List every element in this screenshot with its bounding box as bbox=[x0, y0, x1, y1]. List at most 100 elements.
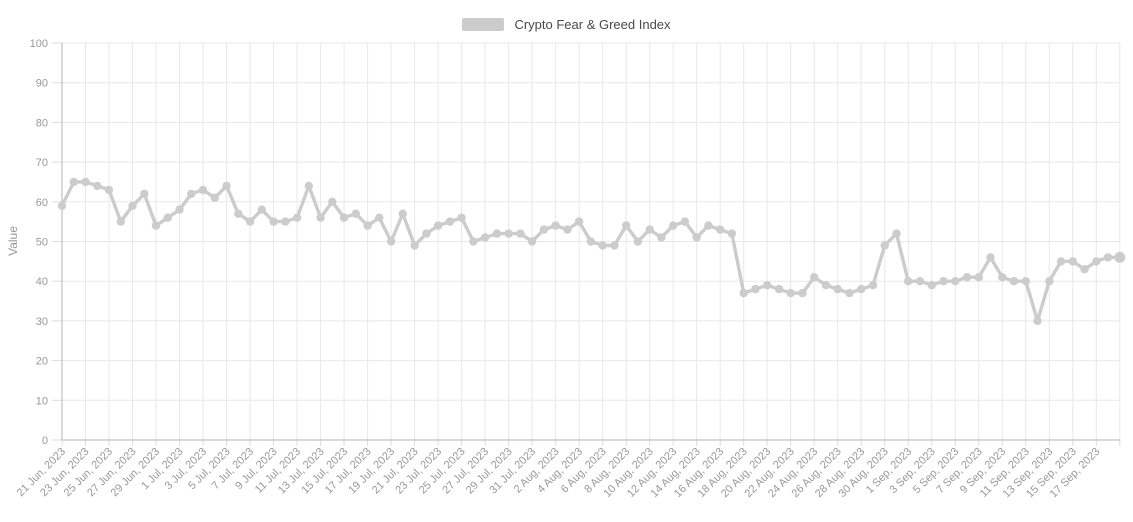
data-point[interactable] bbox=[1021, 277, 1030, 286]
data-point[interactable] bbox=[304, 181, 313, 191]
data-point[interactable] bbox=[351, 209, 360, 218]
data-point[interactable] bbox=[57, 201, 67, 210]
data-point[interactable] bbox=[645, 225, 654, 234]
data-point[interactable] bbox=[751, 284, 760, 294]
y-tick-label: 30 bbox=[36, 316, 48, 328]
data-point[interactable] bbox=[1056, 257, 1066, 266]
data-point[interactable] bbox=[140, 189, 149, 199]
data-point[interactable] bbox=[1103, 253, 1113, 262]
data-point[interactable] bbox=[104, 185, 114, 195]
data-point[interactable] bbox=[234, 209, 243, 218]
data-point[interactable] bbox=[551, 221, 560, 230]
data-point[interactable] bbox=[1045, 277, 1054, 286]
data-point[interactable] bbox=[998, 273, 1007, 282]
data-point[interactable] bbox=[798, 288, 807, 298]
data-point[interactable] bbox=[574, 217, 584, 226]
data-point[interactable] bbox=[339, 213, 349, 222]
data-point[interactable] bbox=[586, 237, 596, 246]
data-point[interactable] bbox=[1080, 265, 1089, 274]
data-point[interactable] bbox=[598, 241, 607, 250]
data-point[interactable] bbox=[951, 277, 960, 286]
data-point[interactable] bbox=[292, 213, 302, 222]
data-point[interactable] bbox=[892, 229, 901, 238]
data-point[interactable] bbox=[1033, 316, 1042, 326]
data-point[interactable] bbox=[739, 288, 748, 298]
data-point[interactable] bbox=[810, 273, 819, 282]
data-point[interactable] bbox=[492, 229, 502, 238]
data-point[interactable] bbox=[727, 229, 737, 238]
last-data-point[interactable] bbox=[1114, 251, 1126, 263]
data-point[interactable] bbox=[939, 277, 948, 286]
y-tick-label: 80 bbox=[36, 117, 48, 129]
data-point[interactable] bbox=[445, 217, 455, 226]
data-point[interactable] bbox=[187, 189, 196, 199]
data-point[interactable] bbox=[786, 288, 795, 298]
data-point[interactable] bbox=[716, 225, 725, 234]
data-point[interactable] bbox=[904, 277, 913, 286]
data-point[interactable] bbox=[563, 225, 572, 234]
data-point[interactable] bbox=[516, 229, 525, 238]
data-point[interactable] bbox=[363, 221, 372, 230]
data-point[interactable] bbox=[480, 233, 490, 242]
data-point[interactable] bbox=[669, 221, 678, 230]
data-point[interactable] bbox=[93, 181, 102, 191]
data-point[interactable] bbox=[833, 284, 842, 294]
data-point[interactable] bbox=[386, 237, 396, 246]
data-point[interactable] bbox=[433, 221, 443, 230]
data-point[interactable] bbox=[986, 253, 995, 262]
data-point[interactable] bbox=[410, 241, 419, 250]
legend-label: Crypto Fear & Greed Index bbox=[514, 16, 671, 32]
data-point[interactable] bbox=[457, 213, 466, 222]
data-point[interactable] bbox=[763, 281, 772, 290]
data-point[interactable] bbox=[857, 284, 866, 294]
data-point[interactable] bbox=[175, 205, 184, 214]
data-point[interactable] bbox=[198, 185, 208, 195]
data-point[interactable] bbox=[69, 177, 79, 187]
data-point[interactable] bbox=[328, 197, 337, 206]
data-point[interactable] bbox=[704, 221, 713, 230]
data-point[interactable] bbox=[316, 213, 325, 222]
data-point[interactable] bbox=[398, 209, 407, 218]
data-point[interactable] bbox=[81, 177, 90, 187]
series-line[interactable] bbox=[60, 180, 1122, 323]
chart-legend[interactable]: Crypto Fear & Greed Index bbox=[0, 14, 1133, 34]
data-point[interactable] bbox=[210, 193, 219, 202]
data-point[interactable] bbox=[422, 229, 431, 238]
data-point[interactable] bbox=[633, 237, 643, 246]
data-point[interactable] bbox=[610, 241, 619, 250]
data-point[interactable] bbox=[622, 221, 631, 230]
y-tick-label: 0 bbox=[42, 435, 48, 447]
data-point[interactable] bbox=[962, 273, 972, 282]
data-point[interactable] bbox=[504, 229, 513, 238]
data-point[interactable] bbox=[257, 205, 266, 214]
data-point[interactable] bbox=[116, 217, 126, 226]
data-point[interactable] bbox=[927, 281, 936, 290]
data-point[interactable] bbox=[915, 277, 925, 286]
data-point[interactable] bbox=[774, 284, 784, 294]
data-point[interactable] bbox=[974, 273, 983, 282]
data-point[interactable] bbox=[281, 217, 290, 226]
data-point[interactable] bbox=[539, 225, 549, 234]
data-point[interactable] bbox=[222, 181, 231, 191]
data-point[interactable] bbox=[163, 213, 172, 222]
data-point[interactable] bbox=[868, 281, 878, 290]
data-point[interactable] bbox=[657, 233, 666, 242]
data-point[interactable] bbox=[692, 233, 701, 242]
y-tick-label: 90 bbox=[36, 78, 48, 90]
data-point[interactable] bbox=[469, 237, 478, 246]
data-point[interactable] bbox=[245, 217, 255, 226]
data-point[interactable] bbox=[821, 281, 831, 290]
data-point[interactable] bbox=[527, 237, 537, 246]
data-point[interactable] bbox=[375, 213, 384, 222]
data-point[interactable] bbox=[1009, 277, 1019, 286]
data-point[interactable] bbox=[269, 217, 278, 226]
data-point[interactable] bbox=[845, 288, 854, 298]
data-point[interactable] bbox=[680, 217, 690, 226]
data-point[interactable] bbox=[1092, 257, 1101, 266]
data-point[interactable] bbox=[151, 221, 161, 230]
data-point[interactable] bbox=[128, 201, 137, 210]
data-point[interactable] bbox=[880, 241, 889, 250]
data-point[interactable] bbox=[1068, 257, 1078, 266]
